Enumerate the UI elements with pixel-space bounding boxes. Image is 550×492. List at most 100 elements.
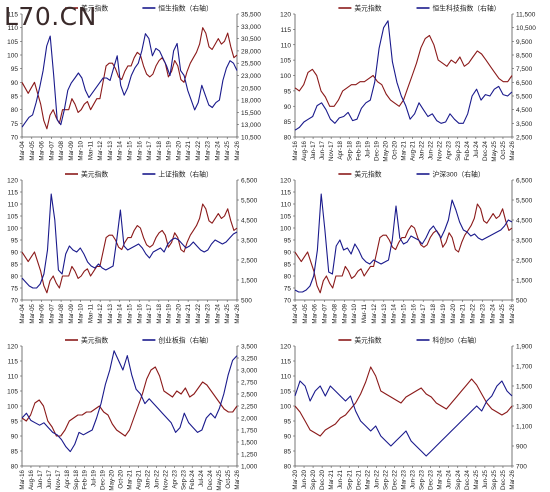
x-tick-label: Mar-06 [312, 303, 319, 323]
x-tick-label: Apr-18 [64, 469, 71, 488]
x-tick-label: Feb-24 [464, 140, 471, 160]
x-tick-label: Oct-25 [225, 469, 232, 488]
left-tick-label: 100 [280, 404, 291, 411]
chart-panel-6: 80 85 90 95 100 105 110 115 120 700 900 1,100 1,300 1… [280, 336, 533, 490]
x-tick-label: Mar-21 [185, 303, 192, 323]
left-tick-label: 115 [281, 190, 292, 197]
left-tick-label: 100 [7, 53, 18, 60]
x-tick-label: Mar-13 [381, 303, 388, 323]
left-tick-label: 115 [281, 27, 292, 34]
right-tick-label: 2,500 [516, 258, 533, 265]
equity-index-line [21, 33, 238, 128]
x-tick-label: Jan-17 [310, 140, 317, 159]
chart-panel-3: 70 75 80 85 90 95 100 105 110 115 120 500 1,500 2,500… [7, 170, 258, 324]
x-tick-label: Jun-21 [337, 469, 344, 488]
x-tick-label: Sep-20 [310, 469, 317, 490]
x-tick-label: Jun-17 [319, 140, 326, 159]
x-tick-label: Mar-22 [195, 303, 202, 323]
left-tick-label: 110 [8, 25, 19, 32]
right-tick-label: 2,250 [241, 404, 258, 411]
x-tick-label: Jun-22 [428, 140, 435, 159]
left-tick-label: 95 [11, 66, 19, 73]
x-tick-label: Sep-21 [346, 469, 353, 490]
left-tick-label: 120 [7, 344, 18, 351]
right-tick-label: 28,000 [241, 48, 261, 55]
x-tick-label: Mar-25 [224, 140, 231, 160]
x-tick-label: Oct-20 [391, 140, 398, 159]
left-tick-label: 105 [7, 389, 18, 396]
x-tick-label: Mar-09 [341, 303, 348, 323]
x-tick-label: Jul-19 [364, 140, 371, 157]
chart-panel-4: 70 75 80 85 90 95 100 105 110 115 120 500 1,500 2,500… [280, 170, 533, 324]
right-tick-label: 3,250 [241, 356, 258, 363]
right-tick-label: 5,500 [241, 198, 258, 205]
right-tick-label: 1,500 [516, 384, 533, 391]
equity-index-line [294, 20, 513, 131]
x-tick-label: Mar-20 [175, 303, 182, 323]
left-tick-label: 110 [8, 202, 19, 209]
x-tick-label: Dec-23 [428, 469, 435, 490]
x-tick-label: Mar-07 [48, 140, 55, 160]
legend-label-equity: 恒生科技指数（右轴） [433, 4, 501, 13]
left-tick-label: 80 [284, 274, 292, 281]
x-tick-label: Mar-25 [224, 303, 231, 323]
x-tick-label: Mar-07 [48, 303, 55, 323]
legend-label-usd: 美元指数 [354, 4, 381, 13]
right-tick-label: 3,000 [241, 368, 258, 375]
chart-panel-5: 80 85 90 95 100 105 110 115 120 1,000 1,250 1,500 1,… [7, 336, 258, 491]
right-tick-label: 3,500 [241, 344, 258, 351]
left-tick-label: 80 [11, 464, 19, 471]
x-tick-label: Mar-18 [156, 303, 163, 323]
legend-label-usd: 美元指数 [354, 336, 381, 345]
right-tick-label: 2,500 [241, 258, 258, 265]
left-tick-label: 120 [280, 12, 291, 19]
right-tick-label: 5,500 [516, 198, 533, 205]
chart-panel-1: 70 75 80 85 90 95 100 105 110 115 10,500 13,000 15,5… [7, 4, 261, 161]
x-tick-label: Mar-22 [470, 303, 477, 323]
x-tick-label: Dec-24 [464, 469, 471, 490]
chart-panel-2: 80 85 90 95 100 105 110 115 120 2,500 3,500 4,500 5,… [280, 4, 536, 162]
x-tick-label: Mar-16 [136, 140, 143, 160]
right-tick-label: 700 [516, 464, 527, 471]
left-tick-label: 120 [7, 178, 18, 185]
x-tick-label: Dec-21 [355, 469, 362, 490]
x-tick-label: Mar-10 [78, 140, 85, 160]
x-tick-label: Mar-20 [450, 303, 457, 323]
right-tick-label: 6,500 [516, 80, 533, 87]
x-tick-label: Dec-25 [500, 469, 507, 490]
left-tick-label: 110 [8, 374, 19, 381]
x-tick-label: Mar-26 [234, 469, 241, 489]
right-tick-label: 900 [516, 444, 527, 451]
right-tick-label: 6,500 [516, 178, 533, 185]
x-tick-label: Mar-15 [127, 140, 134, 160]
x-tick-label: Mar-19 [440, 303, 447, 323]
x-tick-label: Mar-11 [87, 303, 94, 323]
x-tick-label: Mar-16 [19, 469, 26, 489]
right-tick-label: 1,700 [516, 364, 533, 371]
left-tick-label: 70 [11, 298, 19, 305]
x-tick-label: Apr-18 [337, 140, 344, 159]
x-tick-label: Mar-21 [401, 140, 408, 160]
x-tick-label: Jul-24 [198, 469, 205, 486]
x-tick-label: Dec-19 [100, 469, 107, 490]
x-tick-label: Mar-24 [489, 303, 496, 323]
equity-index-line [21, 193, 238, 289]
x-tick-label: Mar-08 [331, 303, 338, 323]
left-tick-label: 95 [284, 88, 292, 95]
right-tick-label: 10,500 [241, 135, 261, 142]
watermark: L70.CN [4, 2, 97, 31]
right-tick-label: 6,500 [241, 178, 258, 185]
left-tick-label: 75 [11, 286, 19, 293]
left-tick-label: 75 [11, 121, 19, 128]
right-tick-label: 3,500 [241, 238, 258, 245]
x-tick-label: Mar-10 [351, 303, 358, 323]
right-tick-label: 500 [241, 298, 252, 305]
x-tick-label: Mar-17 [146, 140, 153, 160]
x-tick-label: Jun-24 [446, 469, 453, 488]
x-tick-label: Mar-24 [214, 140, 221, 160]
x-tick-label: Mar-06 [39, 303, 46, 323]
usd-index-line [21, 366, 238, 437]
right-tick-label: 2,500 [516, 135, 533, 142]
right-tick-label: 30,500 [241, 36, 261, 43]
equity-index-line [294, 380, 513, 457]
